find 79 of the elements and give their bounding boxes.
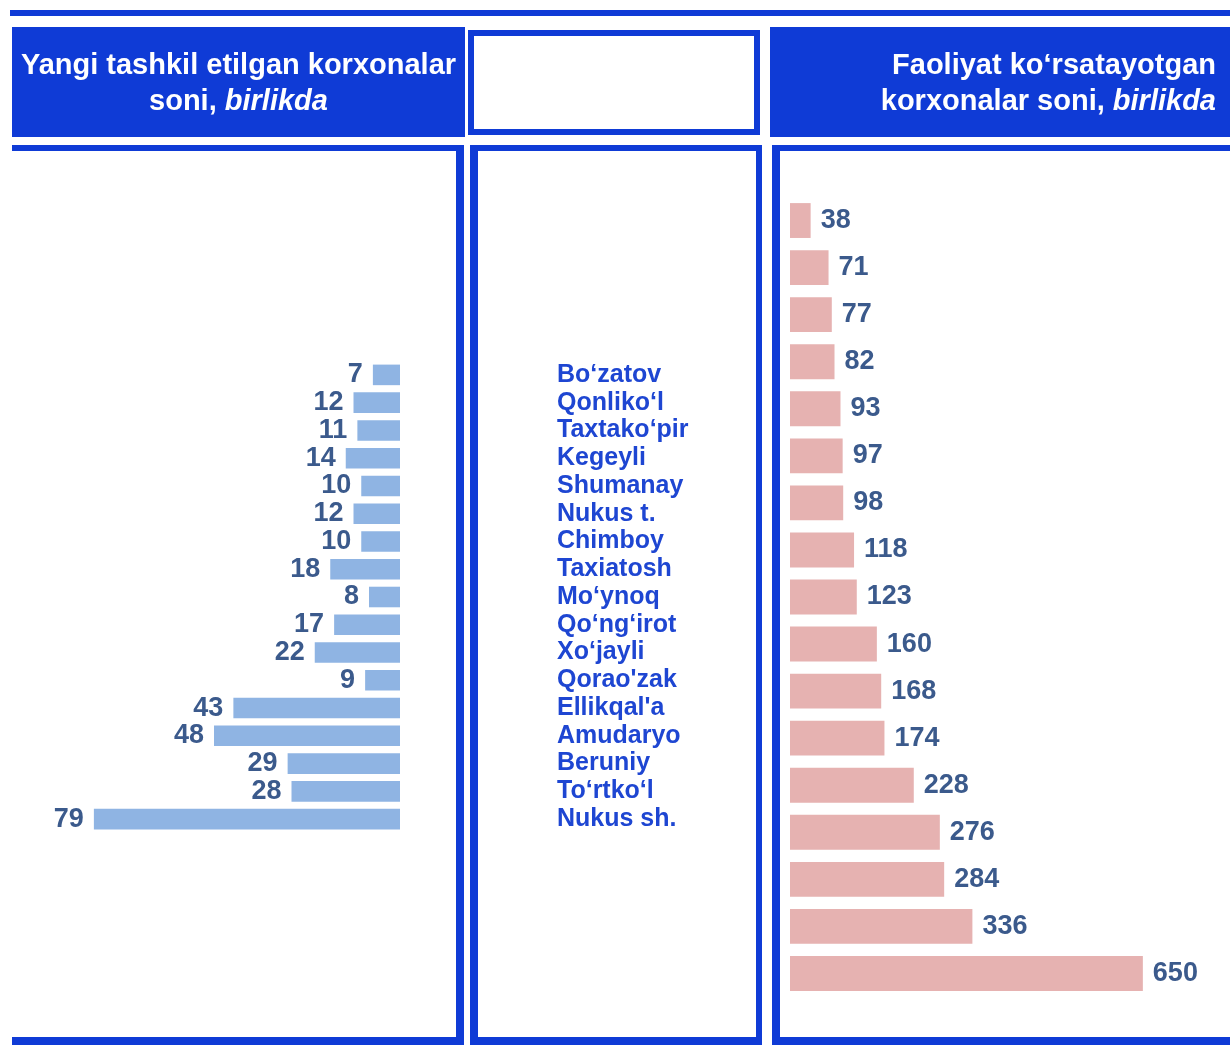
bar [353,392,400,413]
bar [365,670,400,691]
bar [790,861,945,897]
data-label: 336 [982,909,1028,940]
bar [790,908,973,944]
y-tick-label: Bo‘zatov [557,358,662,387]
data-label: 9 [340,663,356,694]
bar [334,614,400,636]
bar [790,438,843,474]
bar [790,297,832,333]
bar [790,532,855,568]
y-tick-label: Amudaryo [557,719,681,748]
bar [790,344,835,380]
data-label: 18 [290,552,321,583]
data-label: 14 [305,441,336,472]
data-label: 160 [886,627,932,658]
bar [330,558,400,580]
data-label: 276 [949,815,995,846]
bar [361,531,400,552]
y-tick-label: Beruniy [557,747,651,776]
bar [790,579,857,615]
data-label: 48 [173,719,204,750]
bar [790,814,940,850]
y-tick-label: Kegeyli [557,442,646,471]
bar [353,503,400,524]
data-label: 284 [954,862,1000,893]
bar [214,725,400,747]
y-tick-label: Qo‘ng‘irot [557,608,678,637]
chart-title: Faoliyat ko‘rsatayotgan korxonalar soni, birlikda [879,47,1216,118]
data-label: 71 [838,251,869,282]
data-label: 77 [841,298,872,329]
bar [233,697,400,719]
bar [790,203,811,238]
y-tick-label: Ellikqal'a [557,691,666,720]
bar [790,391,841,427]
y-tick-label: Mo‘ynoq [557,580,660,609]
bar [345,447,400,469]
data-label: 97 [852,439,883,470]
bar [369,586,400,608]
bar [372,364,400,386]
chart-title: Yangi tashkil etilgan korxonalar soni, birlikda [19,47,458,118]
y-tick-label: Nukus sh. [557,803,677,832]
bar [790,626,877,662]
data-label: 38 [820,203,851,234]
bar [790,956,1143,991]
bar [790,485,844,521]
y-tick-label: To‘rtko‘l [557,775,654,804]
data-label: 93 [850,392,881,423]
bar [790,673,882,709]
data-label: 79 [53,802,84,833]
data-label: 118 [864,533,908,564]
data-label: 10 [321,469,352,500]
data-label: 174 [894,721,940,752]
y-tick-label: Qorao'zak [557,664,677,693]
data-label: 228 [923,768,969,799]
data-label: 7 [347,358,363,389]
bar [291,781,400,802]
data-label: 98 [853,486,884,517]
y-tick-label: Qonliko‘l [557,386,664,415]
bar [361,475,400,497]
y-tick-label: Xo‘jayli [557,636,645,665]
y-tick-label: Taxtako‘pir [557,414,689,443]
data-label: 650 [1152,956,1198,987]
data-label: 82 [844,345,875,376]
y-tick-label: Shumanay [557,469,684,498]
bar [93,808,400,830]
bar [790,767,914,803]
bar [287,753,400,774]
data-label: 43 [193,691,224,722]
bar [790,720,885,756]
data-label: 123 [866,580,912,611]
bar [357,420,400,441]
y-tick-label: Nukus t. [557,497,656,526]
bar [314,642,400,663]
data-label: 8 [343,580,359,611]
y-tick-label: Taxiatosh [557,553,672,582]
data-label: 168 [891,674,937,705]
bar [790,250,829,286]
y-tick-label: Chimboy [557,525,665,554]
